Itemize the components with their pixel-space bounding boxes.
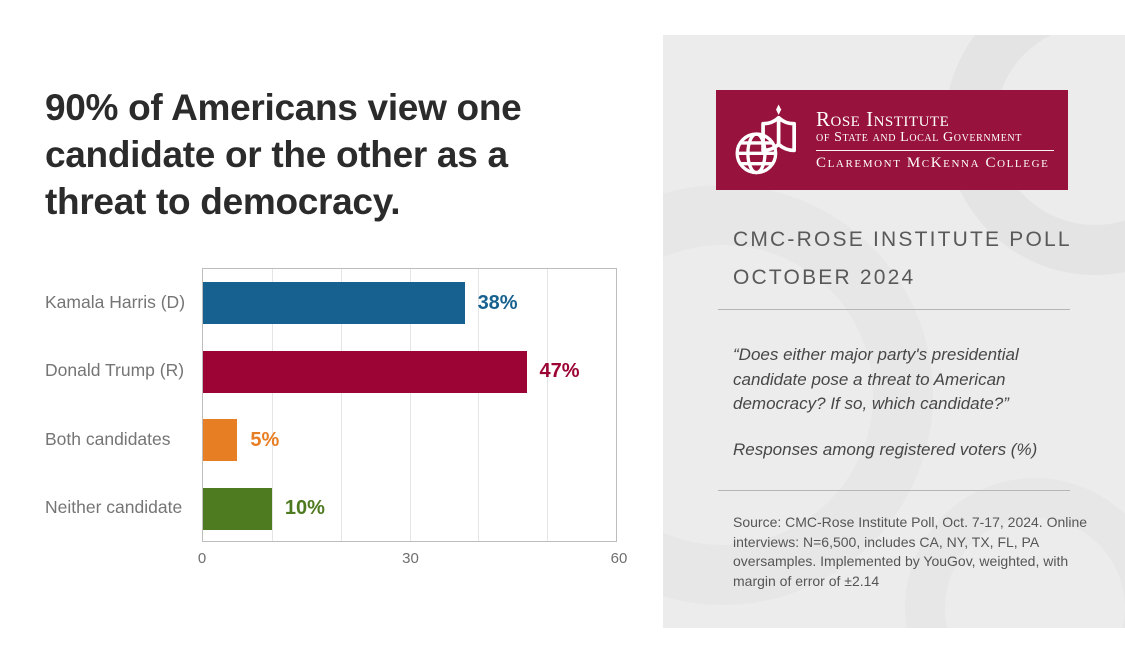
bar-value-label: 10% xyxy=(284,497,325,520)
poll-question-text: “Does either major party's presidential … xyxy=(733,345,1019,413)
logo-institute-subtitle: of State and Local Government xyxy=(816,130,1022,145)
headline-line-2: candidate or the other as a xyxy=(45,134,508,175)
poll-heading-line-2: OCTOBER 2024 xyxy=(733,266,916,289)
headline-line-1: 90% of Americans view one xyxy=(45,87,522,128)
respondents-note: Responses among registered voters (%) xyxy=(733,439,1038,459)
gridline xyxy=(478,269,480,541)
logo-institute-name: Rose Institute xyxy=(816,107,950,131)
category-labels: Kamala Harris (D) Donald Trump (R) Both ca… xyxy=(45,268,202,542)
logo-divider xyxy=(816,150,1054,151)
category-label: Neither candidate xyxy=(45,497,183,518)
bar-row: 5% xyxy=(203,406,616,475)
bar-chart: Kamala Harris (D) Donald Trump (R) Both ca… xyxy=(45,268,628,570)
category-label: Kamala Harris (D) xyxy=(45,291,186,312)
info-panel: Rose Institute of State and Local Govern… xyxy=(663,35,1125,628)
gridline xyxy=(409,269,411,541)
poll-heading-line-1: CMC-ROSE INSTITUTE POLL xyxy=(733,228,1072,251)
headline-line-3: threat to democracy. xyxy=(45,181,401,222)
logo-text: Rose Institute of State and Local Govern… xyxy=(816,108,1054,172)
bar-row: 47% xyxy=(203,338,616,407)
panel-divider-top xyxy=(718,309,1070,310)
poll-question-block: “Does either major party's presidential … xyxy=(733,343,1069,462)
gridline xyxy=(271,269,273,541)
x-axis-tick: 60 xyxy=(610,550,628,567)
category-label: Both candidates xyxy=(45,428,171,449)
x-axis: 0 30 60 xyxy=(198,542,628,570)
bar xyxy=(203,282,465,325)
x-axis-tick: 30 xyxy=(402,550,419,567)
category-label: Donald Trump (R) xyxy=(45,360,185,381)
gridline xyxy=(547,269,549,541)
bar-row: 38% xyxy=(203,269,616,338)
bar-value-label: 38% xyxy=(477,291,518,314)
chart-headline: 90% of Americans view one candidate or t… xyxy=(45,84,645,225)
panel-divider-bottom xyxy=(718,490,1070,491)
gridline xyxy=(340,269,342,541)
x-axis-tick: 0 xyxy=(197,550,207,567)
bar-value-label: 47% xyxy=(539,360,580,383)
rose-institute-logo: Rose Institute of State and Local Govern… xyxy=(716,90,1068,190)
bar-row: 10% xyxy=(203,475,616,544)
bar xyxy=(203,419,238,462)
globe-and-open-book-icon xyxy=(735,104,797,175)
plot-area: 38% 47% 5% 10% xyxy=(202,268,617,542)
bar xyxy=(203,487,272,530)
bar xyxy=(203,350,527,393)
poll-heading: CMC-ROSE INSTITUTE POLL OCTOBER 2024 xyxy=(733,221,1093,297)
source-note: Source: CMC-Rose Institute Poll, Oct. 7-… xyxy=(733,514,1088,589)
bar-value-label: 5% xyxy=(250,428,280,451)
logo-college-name: Claremont McKenna College xyxy=(816,155,1050,171)
